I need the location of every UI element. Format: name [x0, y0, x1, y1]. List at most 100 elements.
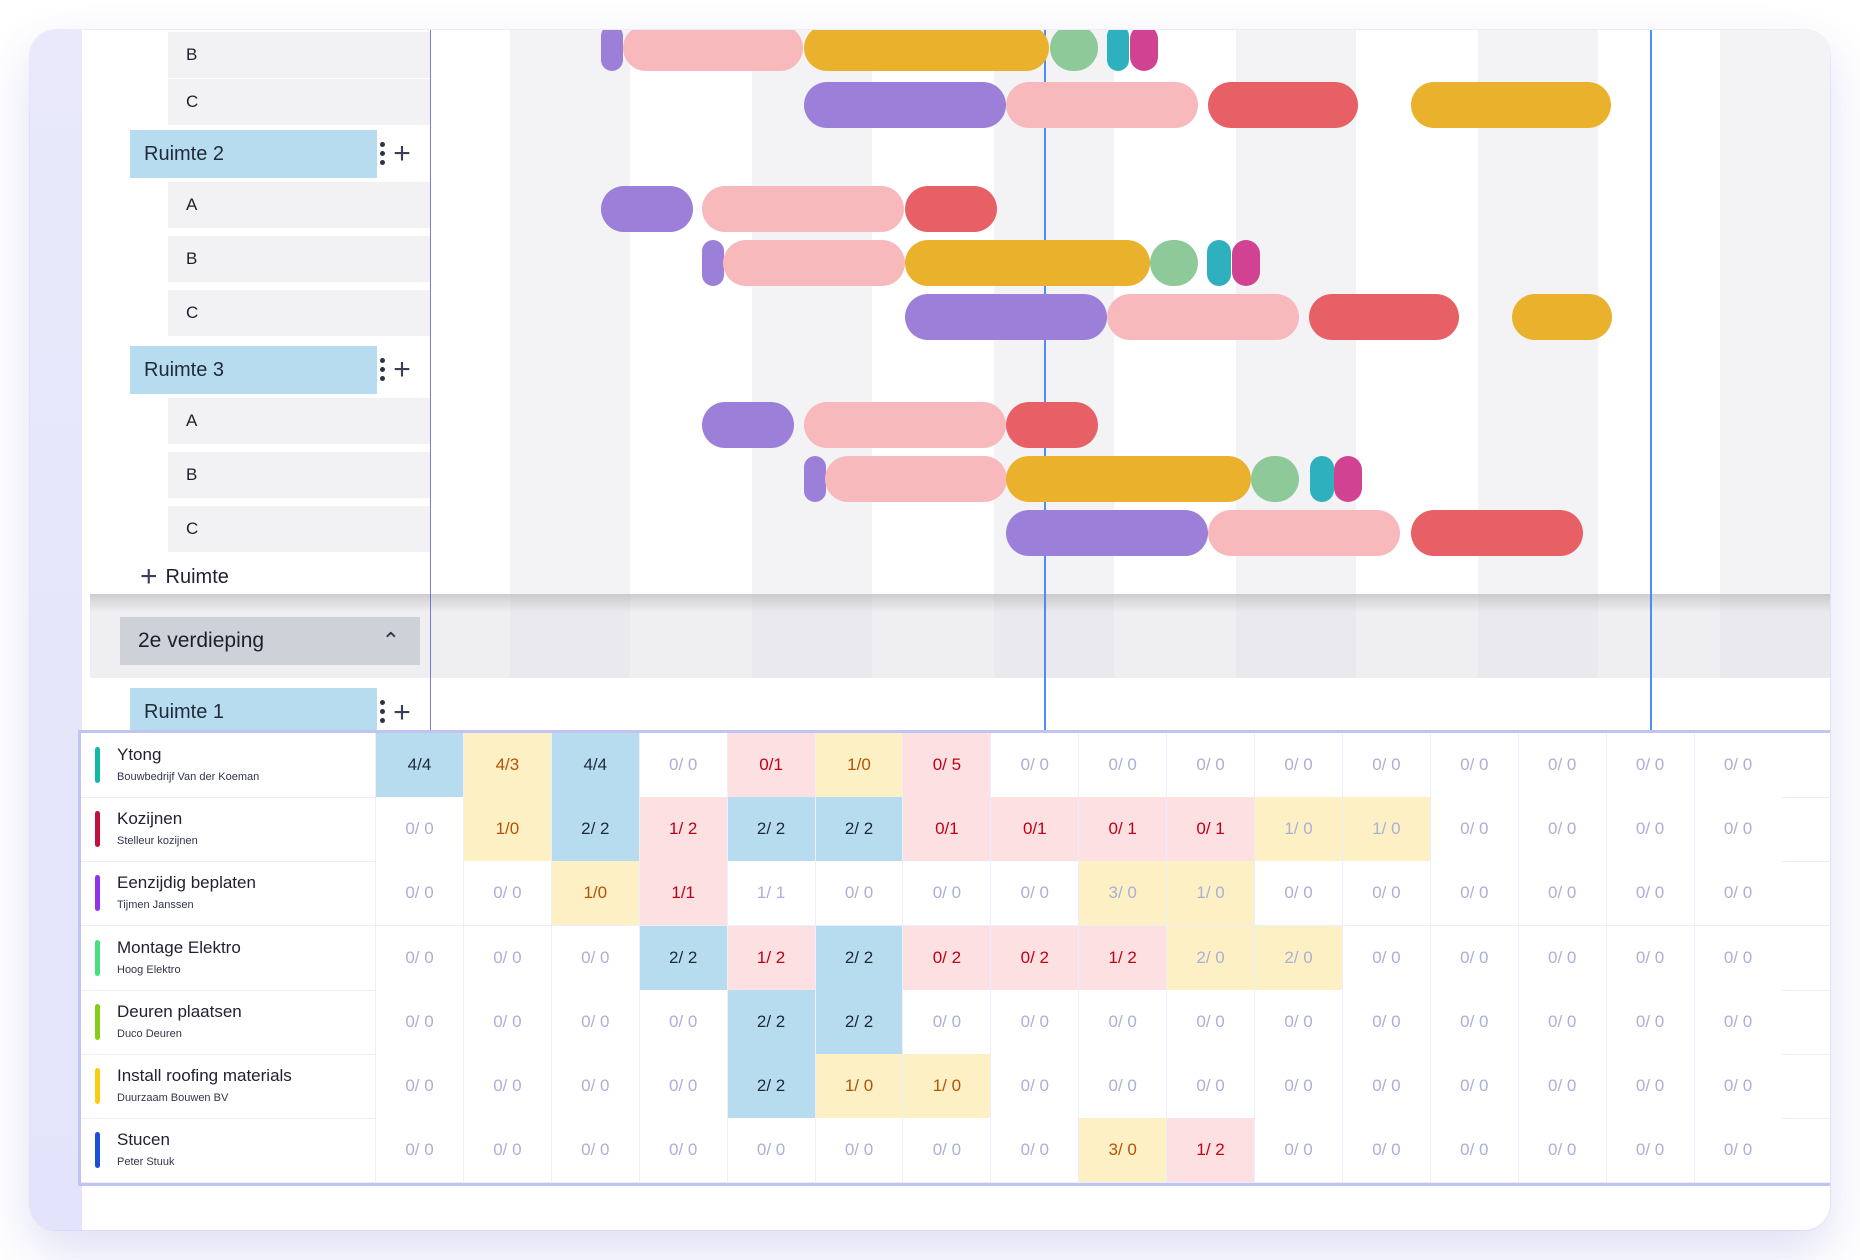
- task-bar-teal[interactable]: [1207, 240, 1231, 286]
- capacity-cell[interactable]: 0/ 0: [1605, 797, 1694, 862]
- capacity-cell[interactable]: 1/0: [550, 861, 639, 926]
- task-bar-green[interactable]: [1050, 30, 1098, 71]
- capacity-cell[interactable]: 0/1: [726, 733, 815, 797]
- capacity-cell[interactable]: 4/4: [375, 733, 463, 797]
- capacity-cell[interactable]: 3/ 0: [1078, 1118, 1167, 1183]
- capacity-cell[interactable]: 0/ 2: [902, 925, 991, 990]
- capacity-cell[interactable]: 0/ 0: [1429, 989, 1518, 1054]
- capacity-cell[interactable]: 0/ 0: [1429, 733, 1518, 797]
- capacity-cell[interactable]: 0/ 0: [1517, 861, 1606, 926]
- capacity-cell[interactable]: 0/ 0: [375, 989, 463, 1054]
- task-bar-red[interactable]: [1006, 402, 1098, 448]
- task-bar-pink[interactable]: [1006, 82, 1198, 128]
- capacity-cell[interactable]: 1/0: [814, 733, 903, 797]
- task-bar-teal[interactable]: [1310, 456, 1334, 502]
- capacity-cell[interactable]: 0/ 0: [1605, 1118, 1694, 1183]
- task-bar-pink[interactable]: [723, 240, 905, 286]
- task-bar-purple[interactable]: [601, 30, 623, 71]
- capacity-cell[interactable]: 0/ 0: [462, 1118, 551, 1183]
- capacity-cell[interactable]: 0/ 0: [1341, 989, 1430, 1054]
- task-bar-purple[interactable]: [1006, 510, 1208, 556]
- capacity-cell[interactable]: 0/ 0: [1078, 733, 1167, 797]
- capacity-cell[interactable]: 0/ 0: [462, 861, 551, 926]
- capacity-cell[interactable]: 0/ 0: [902, 989, 991, 1054]
- capacity-cell[interactable]: 0/1: [990, 797, 1079, 862]
- task-bar-magenta[interactable]: [1232, 240, 1260, 286]
- capacity-cell[interactable]: 0/ 0: [990, 989, 1079, 1054]
- task-bar-pink[interactable]: [1107, 294, 1299, 340]
- capacity-cell[interactable]: 0/ 0: [1166, 1054, 1255, 1118]
- room-header-3[interactable]: Ruimte 3: [130, 346, 385, 394]
- task-bar-red[interactable]: [905, 186, 997, 232]
- capacity-cell[interactable]: 1/ 2: [1166, 1118, 1255, 1183]
- capacity-cell[interactable]: 2/ 2: [814, 989, 903, 1054]
- capacity-cell[interactable]: 0/ 0: [1693, 1054, 1782, 1118]
- task-bar-purple[interactable]: [905, 294, 1107, 340]
- capacity-cell[interactable]: 0/ 0: [1605, 925, 1694, 990]
- task-bar-yellow[interactable]: [1512, 294, 1612, 340]
- capacity-cell[interactable]: 0/ 0: [1078, 989, 1167, 1054]
- capacity-cell[interactable]: 0/ 0: [550, 1118, 639, 1183]
- capacity-cell[interactable]: 0/ 0: [550, 1054, 639, 1118]
- capacity-cell[interactable]: 0/ 0: [1078, 1054, 1167, 1118]
- capacity-cell[interactable]: 0/ 0: [1517, 925, 1606, 990]
- capacity-cell[interactable]: 0/1: [902, 797, 991, 862]
- capacity-cell[interactable]: 0/ 0: [1517, 797, 1606, 862]
- task-bar-yellow[interactable]: [804, 30, 1049, 71]
- capacity-cell[interactable]: 0/ 0: [1517, 1118, 1606, 1183]
- subrow-label[interactable]: C: [168, 290, 430, 336]
- capacity-cell[interactable]: 0/ 0: [814, 1118, 903, 1183]
- kebab-menu-icon[interactable]: [378, 358, 386, 384]
- capacity-cell[interactable]: 0/ 0: [1605, 861, 1694, 926]
- capacity-cell[interactable]: 0/ 0: [375, 1118, 463, 1183]
- capacity-cell[interactable]: 0/ 0: [990, 733, 1079, 797]
- capacity-cell[interactable]: 0/ 0: [1254, 1054, 1342, 1118]
- capacity-cell[interactable]: 3/ 0: [1078, 861, 1167, 926]
- kebab-menu-icon[interactable]: [378, 142, 386, 168]
- task-bar-pink[interactable]: [825, 456, 1007, 502]
- capacity-cell[interactable]: 0/ 0: [1341, 1118, 1430, 1183]
- capacity-cell[interactable]: 0/ 0: [1254, 861, 1342, 926]
- capacity-cell[interactable]: 1/ 0: [1341, 797, 1430, 862]
- room-header-floor2-ruimte1[interactable]: Ruimte 1: [130, 688, 385, 730]
- capacity-cell[interactable]: 0/ 0: [462, 925, 551, 990]
- capacity-cell[interactable]: 1/1: [638, 861, 727, 926]
- kebab-menu-icon[interactable]: [378, 700, 386, 726]
- subrow-label[interactable]: B: [168, 32, 430, 78]
- capacity-cell[interactable]: 0/ 0: [1166, 989, 1255, 1054]
- capacity-cell[interactable]: 0/ 0: [1429, 925, 1518, 990]
- capacity-cell[interactable]: 0/ 0: [1254, 1118, 1342, 1183]
- capacity-cell[interactable]: 1/ 0: [814, 1054, 903, 1118]
- task-bar-pink[interactable]: [702, 186, 904, 232]
- capacity-cell[interactable]: 2/ 2: [814, 925, 903, 990]
- subrow-label[interactable]: B: [168, 452, 430, 498]
- capacity-cell[interactable]: 0/ 0: [1517, 1054, 1606, 1118]
- capacity-cell[interactable]: 0/ 0: [1341, 925, 1430, 990]
- capacity-cell[interactable]: 2/ 0: [1166, 925, 1255, 990]
- capacity-cell[interactable]: 0/ 0: [1254, 989, 1342, 1054]
- capacity-cell[interactable]: 2/ 2: [638, 925, 727, 990]
- capacity-cell[interactable]: 0/ 0: [1429, 1118, 1518, 1183]
- room-header-2[interactable]: Ruimte 2: [130, 130, 385, 178]
- task-bar-purple[interactable]: [804, 82, 1006, 128]
- capacity-cell[interactable]: 0/ 0: [1693, 1118, 1782, 1183]
- add-subrow-button[interactable]: +: [393, 137, 411, 170]
- capacity-cell[interactable]: 1/ 2: [1078, 925, 1167, 990]
- capacity-cell[interactable]: 0/ 0: [814, 861, 903, 926]
- capacity-cell[interactable]: 0/ 0: [1605, 733, 1694, 797]
- capacity-cell[interactable]: 4/4: [550, 733, 639, 797]
- task-bar-purple[interactable]: [702, 240, 724, 286]
- capacity-cell[interactable]: 2/ 0: [1254, 925, 1342, 990]
- capacity-cell[interactable]: 0/ 0: [1605, 989, 1694, 1054]
- capacity-cell[interactable]: 0/ 0: [1693, 989, 1782, 1054]
- capacity-cell[interactable]: 0/ 0: [375, 925, 463, 990]
- capacity-cell[interactable]: 2/ 2: [550, 797, 639, 862]
- capacity-cell[interactable]: 0/ 0: [375, 1054, 463, 1118]
- capacity-cell[interactable]: 0/ 0: [1429, 1054, 1518, 1118]
- capacity-cell[interactable]: 0/ 0: [1517, 733, 1606, 797]
- capacity-cell[interactable]: 0/ 0: [1693, 733, 1782, 797]
- task-bar-green[interactable]: [1251, 456, 1299, 502]
- capacity-cell[interactable]: 0/ 0: [638, 733, 727, 797]
- capacity-cell[interactable]: 0/ 0: [1341, 733, 1430, 797]
- task-bar-purple[interactable]: [804, 456, 826, 502]
